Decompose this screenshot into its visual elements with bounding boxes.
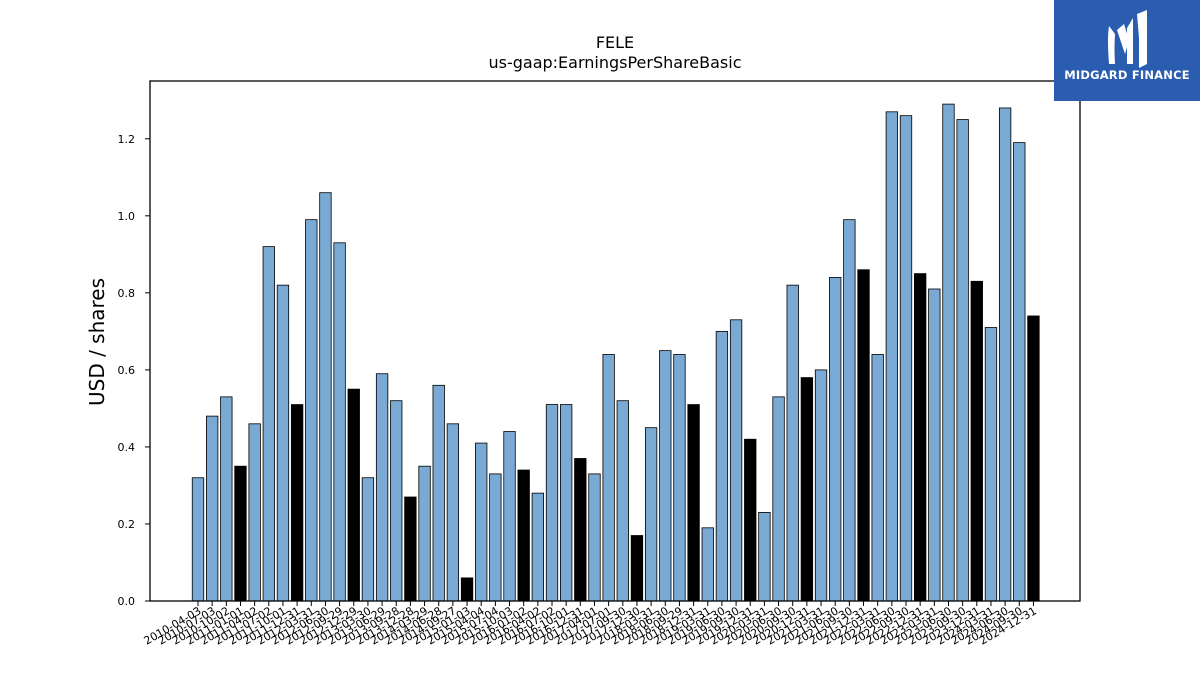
bar-2013-12-28: [404, 496, 417, 602]
bar-2012-03-31: [305, 219, 318, 602]
y-axis-ticks: 0.0 0.2 0.4 0.6 0.8 1.0 1.2: [118, 133, 150, 608]
bar-2012-09-29: [333, 242, 346, 602]
bar-2017-12-30: [630, 535, 644, 602]
bar-2024-06-30: [998, 107, 1012, 602]
midgard-logo-icon: [1108, 10, 1147, 68]
bar-2015-01-03: [460, 577, 474, 602]
bar-2018-03-31: [644, 427, 658, 602]
bar-2015-07-04: [489, 473, 502, 602]
bar-2017-04-01: [588, 473, 601, 602]
y-tick-label: 1.0: [118, 210, 136, 223]
bar-2021-06-30: [829, 277, 842, 602]
bar-2021-12-31: [857, 269, 870, 602]
bar-2014-03-29: [418, 465, 431, 602]
bar-2018-06-30: [659, 350, 672, 602]
bar-2012-06-30: [319, 192, 332, 602]
bar-2023-06-30: [942, 103, 955, 602]
bar-2014-06-28: [432, 384, 445, 602]
bar-2018-12-31: [687, 404, 700, 602]
bar-2010-04-03: [191, 477, 205, 602]
bar-2024-03-31: [984, 327, 998, 602]
x-axis-ticks: 2010-04-032010-07-032010-10-022011-01-01…: [142, 601, 1039, 648]
bar-2019-12-31: [744, 438, 757, 602]
bar-2019-03-31: [701, 527, 714, 602]
bar-2023-12-31: [970, 280, 983, 602]
bars-group: [191, 103, 1040, 602]
midgard-finance-logo: MIDGARD FINANCE: [1054, 0, 1200, 101]
bar-2021-03-31: [814, 369, 828, 602]
bar-2011-07-02: [262, 246, 275, 602]
bar-2020-06-30: [772, 396, 785, 602]
bar-2023-09-30: [956, 119, 969, 602]
bar-2013-03-30: [361, 477, 375, 602]
bar-2021-09-30: [843, 219, 856, 602]
bar-2017-09-30: [616, 400, 629, 602]
bar-2019-09-30: [729, 319, 743, 602]
bar-2016-10-01: [560, 404, 573, 602]
chart-subtitle: us-gaap:EarningsPerShareBasic: [488, 53, 741, 72]
bar-2013-09-28: [390, 400, 403, 602]
y-axis-label: USD / shares: [85, 278, 109, 406]
plot-frame: [149, 80, 1081, 602]
bar-2020-09-30: [786, 284, 799, 602]
bar-2015-04-04: [475, 442, 488, 602]
bar-2011-04-02: [248, 423, 261, 602]
bar-2010-10-02: [220, 396, 233, 602]
bar-2016-04-02: [531, 492, 544, 602]
bar-2011-01-01: [234, 465, 247, 602]
bar-2020-03-31: [758, 512, 771, 602]
bar-2022-06-30: [885, 111, 898, 602]
y-tick-label: 0.0: [118, 595, 136, 608]
bar-2012-12-29: [347, 388, 360, 602]
y-tick-label: 1.2: [118, 133, 136, 146]
y-tick-label: 0.4: [118, 441, 136, 454]
bar-2011-10-01: [276, 284, 290, 602]
bar-2010-07-03: [206, 415, 219, 602]
bar-2022-12-31: [914, 273, 927, 602]
bar-2013-06-29: [375, 373, 389, 602]
y-tick-label: 0.8: [118, 287, 136, 300]
bar-2016-07-02: [545, 404, 559, 602]
bar-2024-09-30: [1013, 142, 1026, 602]
bar-2015-10-03: [503, 431, 516, 602]
bar-2020-12-31: [800, 377, 814, 602]
bar-2011-12-31: [290, 404, 304, 602]
bar-2024-12-31: [1027, 315, 1040, 602]
y-tick-label: 0.6: [118, 364, 136, 377]
bar-2022-09-30: [899, 115, 913, 602]
bar-2017-07-01: [602, 354, 615, 602]
y-tick-label: 0.2: [118, 518, 136, 531]
chart-title: FELE: [596, 33, 634, 52]
bar-2018-09-29: [673, 354, 686, 602]
bar-2016-12-31: [574, 458, 587, 602]
bar-2014-09-27: [446, 423, 460, 602]
bar-2023-03-31: [928, 288, 941, 602]
bar-2016-01-02: [517, 469, 530, 602]
bar-2022-03-31: [871, 354, 884, 602]
logo-text: MIDGARD FINANCE: [1064, 68, 1190, 82]
bar-2019-06-30: [715, 330, 729, 602]
